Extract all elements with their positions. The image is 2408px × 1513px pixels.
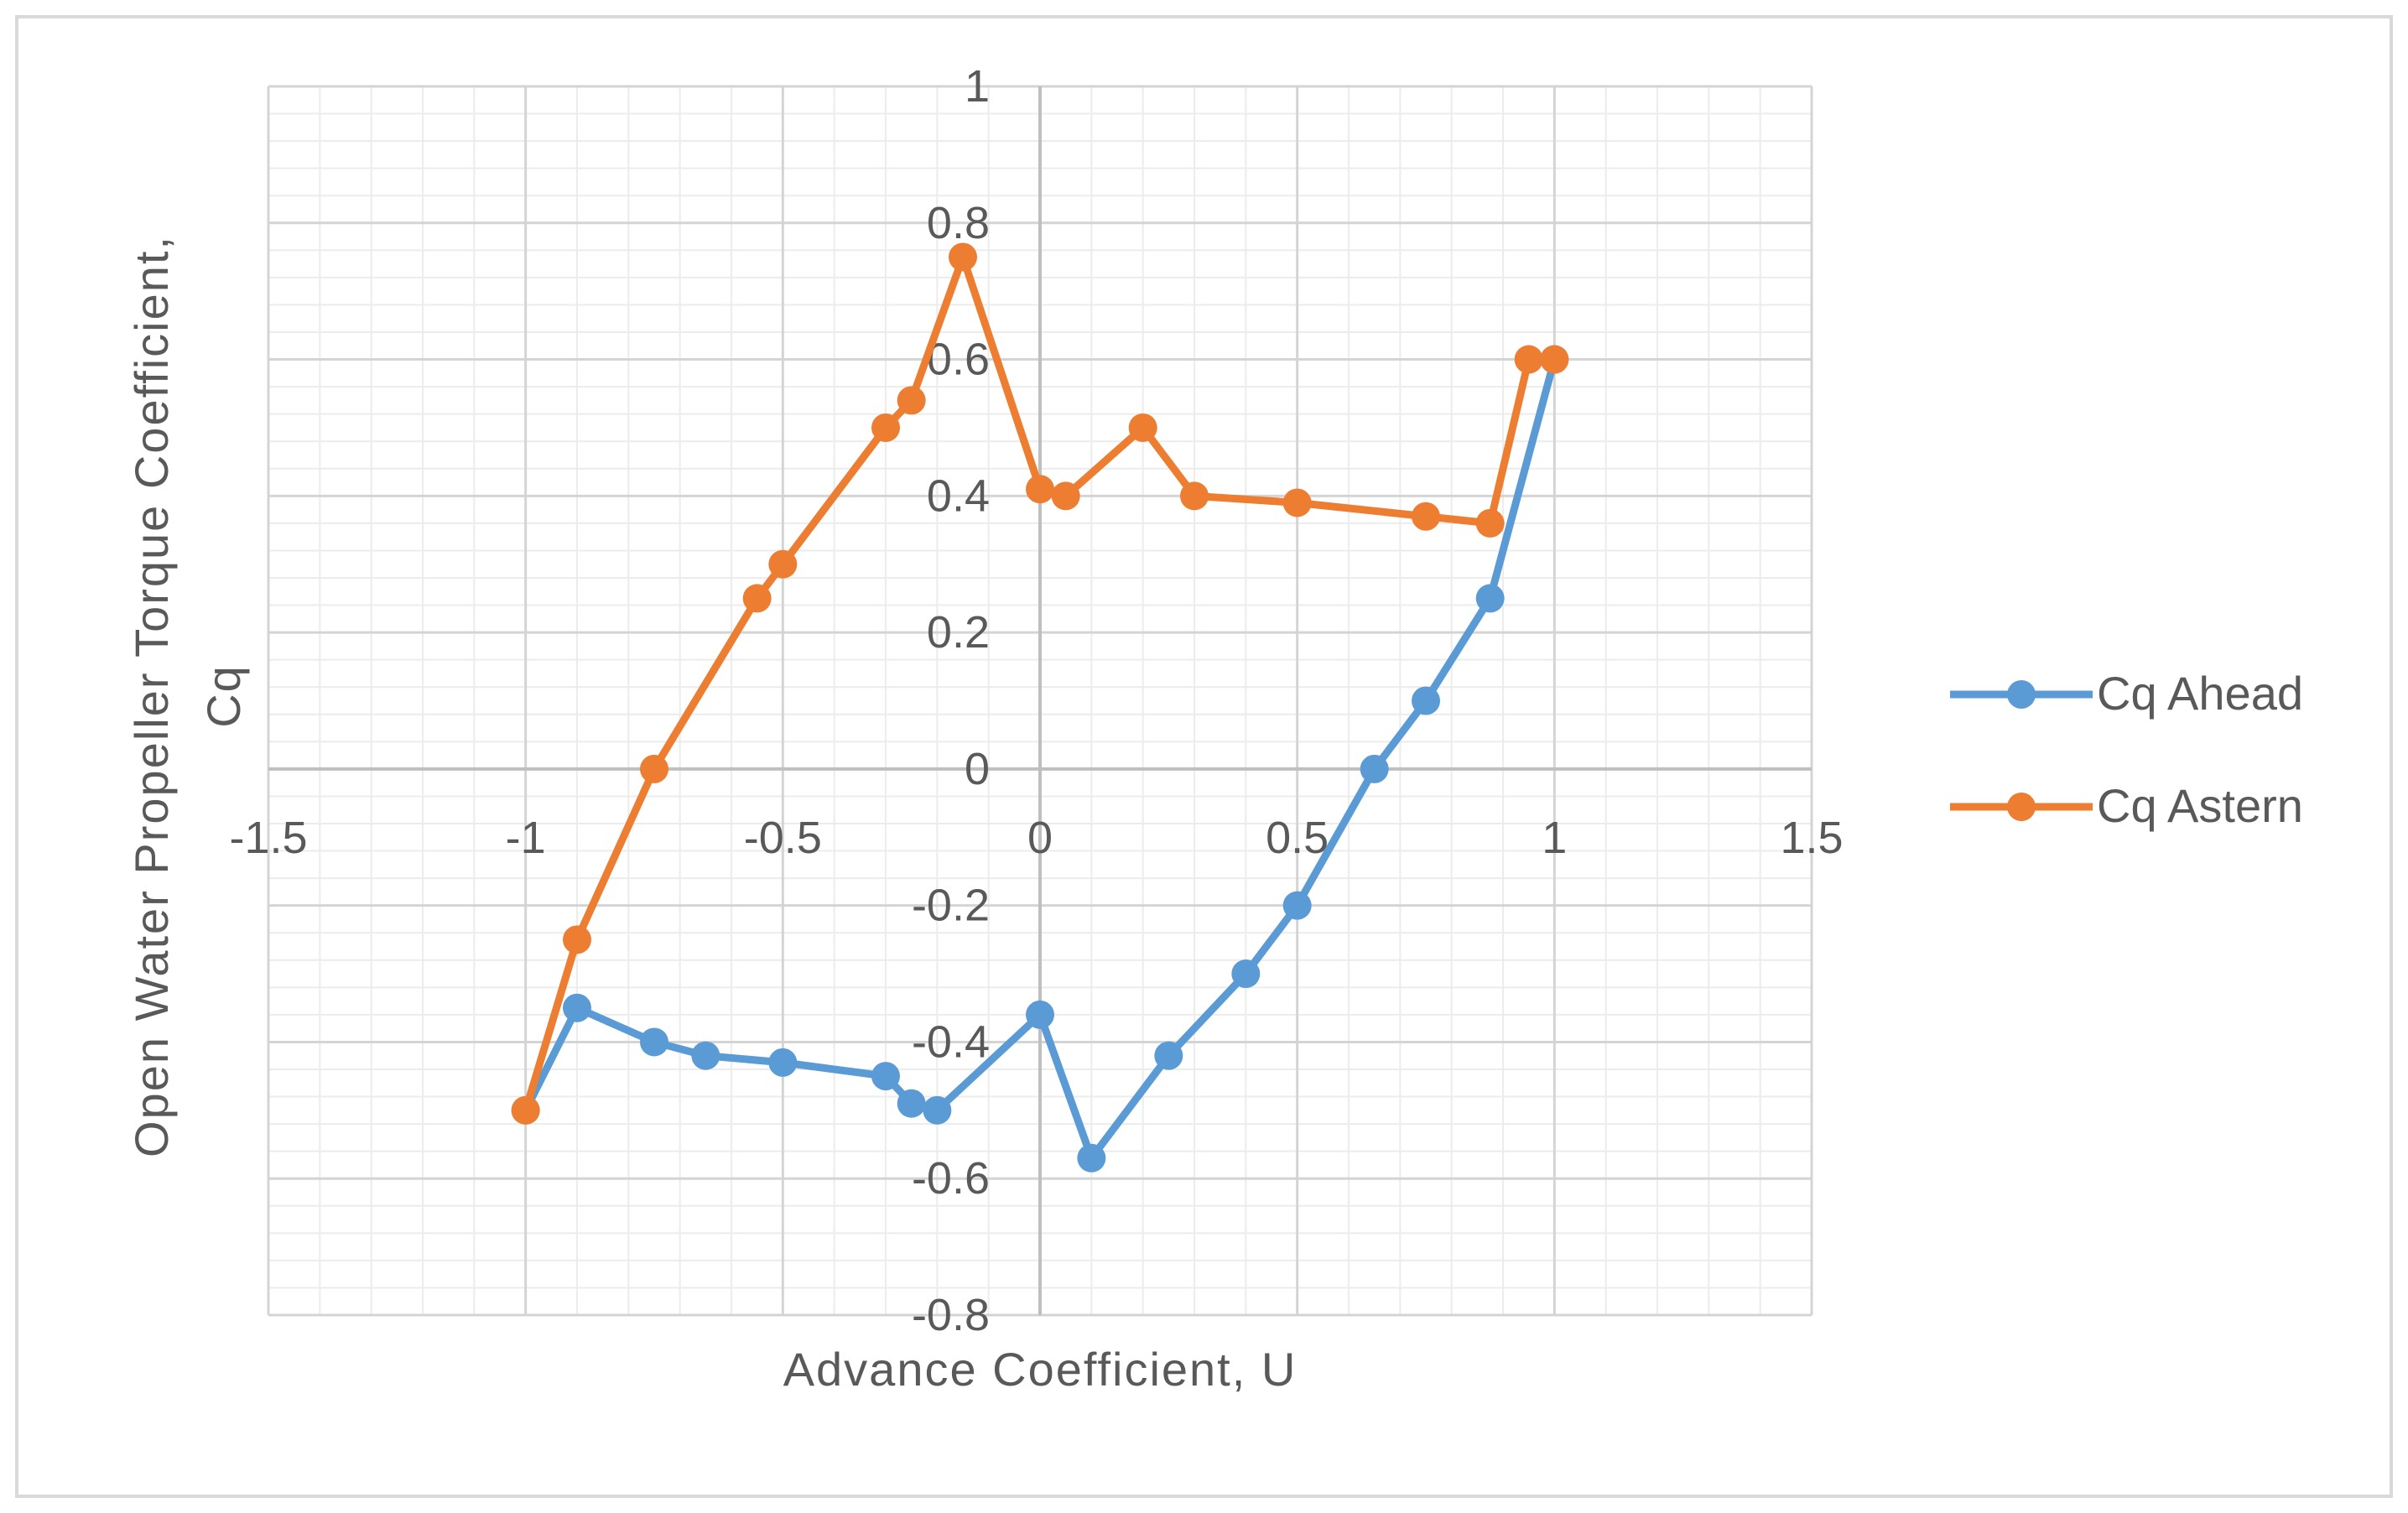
data-point-cq-astern <box>1540 345 1569 374</box>
data-point-cq-astern <box>1180 481 1209 511</box>
data-point-cq-ahead <box>897 1089 926 1118</box>
data-point-cq-ahead <box>923 1095 952 1125</box>
data-point-cq-ahead <box>640 1027 668 1057</box>
y-tick-label: -0.6 <box>912 1153 990 1204</box>
y-tick-label: 0.8 <box>927 198 990 248</box>
data-point-cq-astern <box>1026 475 1054 504</box>
y-tick-label: 0.6 <box>927 335 990 385</box>
y-tick-label: 0 <box>965 744 990 794</box>
series-layer <box>511 242 1569 1172</box>
x-tick-label: -1 <box>506 813 546 863</box>
data-point-cq-ahead <box>1077 1143 1106 1172</box>
data-point-cq-astern <box>1514 345 1543 374</box>
data-point-cq-ahead <box>1360 754 1389 783</box>
y-tick-label: -0.2 <box>912 881 990 931</box>
chart-border <box>15 15 2393 1498</box>
y-tick-label: 1 <box>965 61 990 112</box>
x-tick-label: 1.5 <box>1780 813 1843 863</box>
data-point-cq-astern <box>768 549 798 579</box>
series-cq-astern <box>511 242 1569 1125</box>
data-point-cq-ahead <box>563 993 591 1022</box>
axes <box>268 86 1812 1315</box>
y-axis-title: Open Water Propeller Torque Coefficient,… <box>125 235 250 1157</box>
legend-item-cq-ahead: Cq Ahead <box>1950 667 2303 720</box>
legend-marker-cq-ahead <box>2007 680 2036 709</box>
data-point-cq-astern <box>1051 481 1080 511</box>
legend-label-cq-astern: Cq Astern <box>2097 779 2303 832</box>
data-point-cq-astern <box>1475 508 1505 538</box>
legend: Cq Ahead Cq Astern <box>1950 667 2303 832</box>
y-tick-label: -0.4 <box>912 1016 990 1067</box>
data-point-cq-ahead <box>768 1048 798 1077</box>
data-point-cq-astern <box>640 754 668 783</box>
data-point-cq-astern <box>1282 488 1312 517</box>
data-point-cq-astern <box>1128 413 1157 442</box>
y-tick-label: 0.2 <box>927 607 990 658</box>
data-point-cq-ahead <box>1231 959 1261 989</box>
x-tick-label: -0.5 <box>744 813 822 863</box>
x-tick-labels: -1.5 -1 -0.5 0 0.5 1 1.5 <box>229 813 1843 863</box>
x-axis-title: Advance Coefficient, U <box>783 1343 1298 1396</box>
x-tick-label: 0.5 <box>1266 813 1329 863</box>
data-point-cq-astern <box>871 413 900 442</box>
data-point-cq-ahead <box>871 1062 900 1091</box>
legend-label-cq-ahead: Cq Ahead <box>2097 667 2303 720</box>
data-point-cq-astern <box>897 386 926 415</box>
x-tick-label: 0 <box>1027 813 1053 863</box>
legend-marker-cq-astern <box>2007 793 2036 821</box>
x-tick-label: -1.5 <box>229 813 307 863</box>
data-point-cq-astern <box>511 1095 540 1125</box>
x-tick-label: 1 <box>1542 813 1567 863</box>
data-point-cq-astern <box>742 584 772 613</box>
data-point-cq-ahead <box>1412 686 1440 715</box>
y-axis-title-line-2: Cq <box>197 664 250 728</box>
data-point-cq-astern <box>1412 502 1440 531</box>
data-point-cq-ahead <box>1475 584 1505 613</box>
data-point-cq-ahead <box>1154 1041 1183 1070</box>
y-tick-label: -0.8 <box>912 1290 990 1340</box>
y-axis-title-line-1: Open Water Propeller Torque Coefficient, <box>125 235 178 1157</box>
data-point-cq-ahead <box>1026 1000 1054 1029</box>
data-point-cq-ahead <box>1282 891 1312 920</box>
data-point-cq-astern <box>949 242 977 272</box>
y-tick-labels: -0.8 -0.6 -0.4 -0.2 0 0.2 0.4 0.6 0.8 1 <box>912 61 990 1340</box>
data-point-cq-astern <box>563 925 591 954</box>
y-tick-label: 0.4 <box>927 471 990 521</box>
legend-item-cq-astern: Cq Astern <box>1950 779 2303 832</box>
data-point-cq-ahead <box>691 1041 720 1070</box>
